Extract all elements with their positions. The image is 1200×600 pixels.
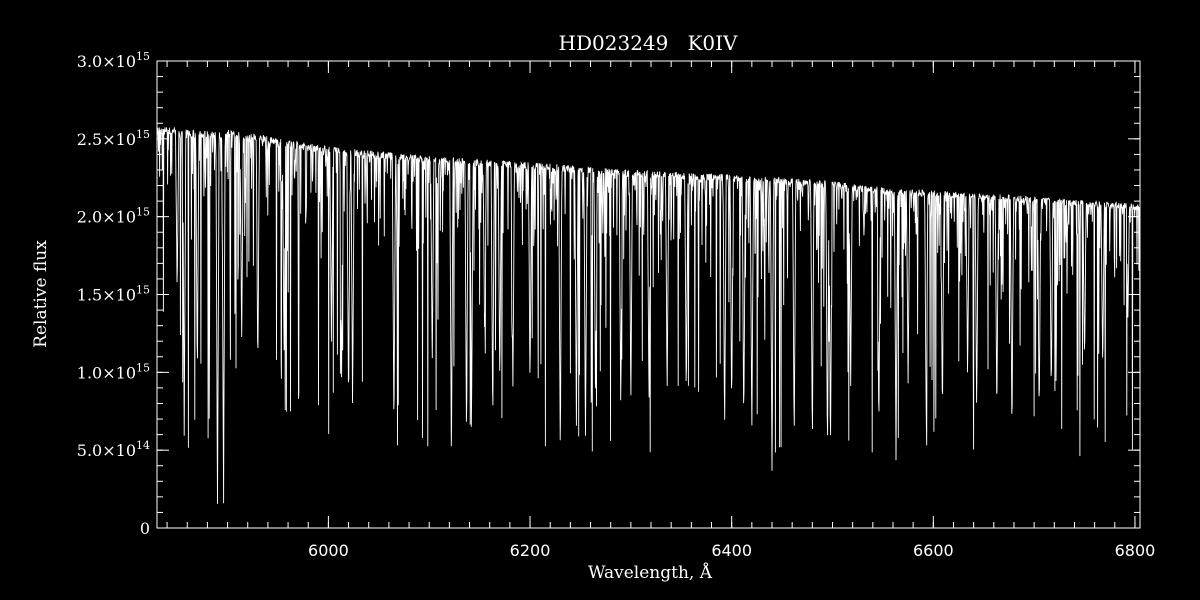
y-axis-label: Relative flux: [31, 240, 51, 348]
x-axis: 6000 6200 6400 6600 6800: [166, 61, 1156, 560]
y-tick-label: 0: [140, 519, 150, 538]
x-tick-label: 6200: [510, 541, 551, 560]
x-axis-label: Wavelength, Å: [588, 562, 713, 583]
y-axis: 0 5.0×1014 1.0×1015 1.5×1015 2.0×1015 2.5×101…: [77, 50, 1140, 538]
x-tick-label: 6400: [711, 541, 752, 560]
x-tick-label: 6800: [1115, 541, 1156, 560]
x-tick-label: 6600: [913, 541, 954, 560]
chart-title: HD023249 K0IV: [559, 31, 738, 55]
y-tick-label: 1.0×1015: [77, 361, 150, 382]
x-tick-label: 6000: [308, 541, 349, 560]
spectrum-series: [156, 126, 1141, 504]
y-tick-label: 2.5×1015: [77, 128, 150, 149]
y-tick-label: 3.0×1015: [77, 50, 150, 71]
y-tick-label: 2.0×1015: [77, 206, 150, 227]
y-tick-label: 5.0×1014: [77, 439, 150, 460]
spectrum-line: [156, 126, 1141, 504]
y-tick-label: 1.5×1015: [77, 284, 150, 305]
